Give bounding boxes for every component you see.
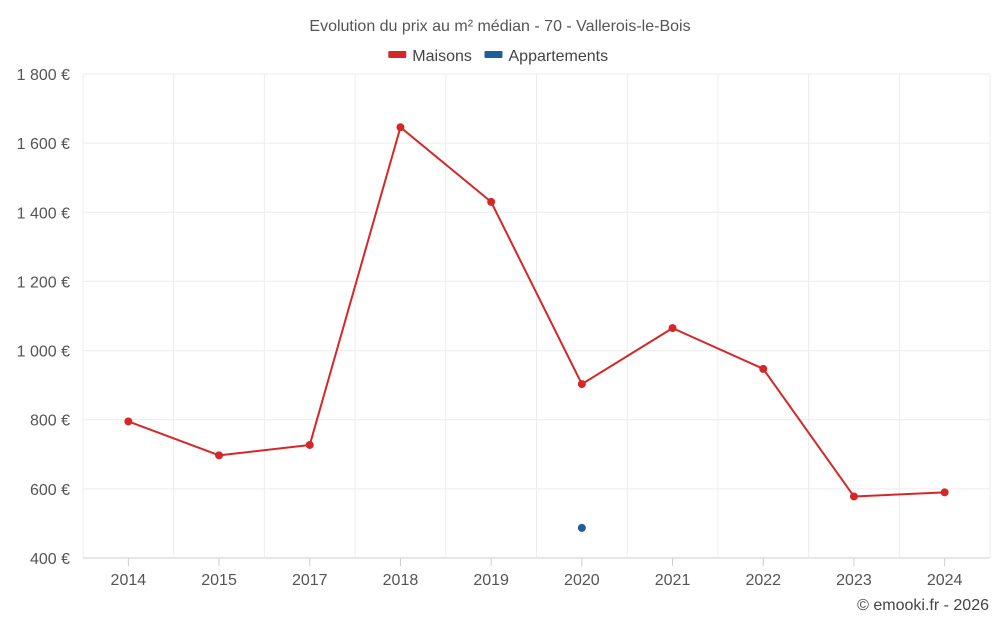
data-point[interactable] <box>396 123 405 132</box>
x-tick-label: 2023 <box>836 572 872 589</box>
y-tick-label: 600 € <box>30 482 70 499</box>
data-point[interactable] <box>577 380 586 389</box>
data-point[interactable] <box>849 492 858 501</box>
legend-swatch <box>484 51 503 58</box>
x-tick-label: 2024 <box>927 572 963 589</box>
chart-title: Evolution du prix au m² médian - 70 - Va… <box>309 18 690 35</box>
y-axis: 400 € 600 € 800 € 1 000 € 1 200 € 1 400 € 1 60… <box>17 67 70 568</box>
grid <box>82 73 991 559</box>
series-layer <box>124 123 949 532</box>
legend-item-appartements[interactable]: Appartements <box>484 48 609 65</box>
x-tick-label: 2022 <box>745 572 781 589</box>
x-tick-label: 2021 <box>655 572 691 589</box>
data-point[interactable] <box>215 451 224 460</box>
data-point[interactable] <box>124 417 133 426</box>
series-line <box>128 126 945 498</box>
legend: Maisons Appartements <box>388 48 608 65</box>
y-tick-label: 400 € <box>30 551 70 568</box>
y-tick-label: 1 800 € <box>17 67 70 84</box>
series-maisons <box>124 123 949 501</box>
x-tick-label: 2014 <box>111 572 147 589</box>
y-tick-label: 1 400 € <box>17 205 70 222</box>
series-appartements <box>577 523 586 532</box>
y-tick-label: 1 600 € <box>17 136 70 153</box>
x-tick-label: 2015 <box>201 572 237 589</box>
legend-label: Maisons <box>412 48 472 65</box>
data-point[interactable] <box>668 324 677 333</box>
legend-label: Appartements <box>509 48 609 65</box>
x-tick-label: 2018 <box>383 572 419 589</box>
x-tick-label: 2020 <box>564 572 600 589</box>
data-point[interactable] <box>487 197 496 206</box>
y-tick-label: 1 200 € <box>17 274 70 291</box>
y-tick-label: 1 000 € <box>17 344 70 361</box>
credit: © emooki.fr - 2026 <box>857 597 989 614</box>
data-point[interactable] <box>759 364 768 373</box>
legend-swatch <box>388 51 407 58</box>
data-point[interactable] <box>577 523 586 532</box>
data-point[interactable] <box>305 440 314 449</box>
data-point[interactable] <box>940 488 949 497</box>
legend-item-maisons[interactable]: Maisons <box>388 48 472 65</box>
x-axis: 2014 2015 2017 2018 2019 2020 2021 2022 2023 2024 <box>111 558 963 589</box>
x-tick-label: 2017 <box>292 572 328 589</box>
x-tick-label: 2019 <box>473 572 509 589</box>
y-tick-label: 800 € <box>30 413 70 430</box>
